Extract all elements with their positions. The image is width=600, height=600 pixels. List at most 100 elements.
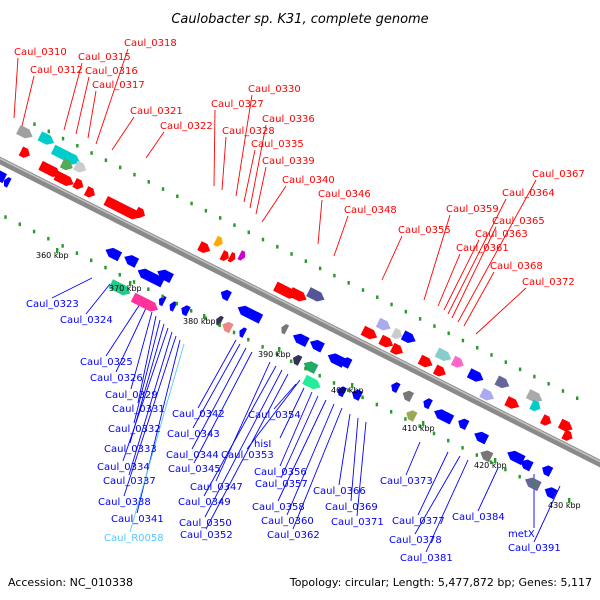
gene-label: Caul_0355 <box>398 225 451 236</box>
strand-marker <box>532 482 536 486</box>
strand-marker <box>275 352 279 356</box>
gene-feature <box>159 295 167 307</box>
genome-summary-text: Topology: circular; Length: 5,477,872 bp… <box>289 576 592 589</box>
callout-line <box>277 399 327 502</box>
gene-label: Caul_0330 <box>248 84 301 95</box>
gene-feature <box>450 355 464 368</box>
strand-marker <box>476 345 479 350</box>
gene-label: Caul_0363 <box>475 229 528 240</box>
strand-marker <box>104 158 108 163</box>
strand-marker <box>47 236 50 241</box>
gene-feature <box>423 398 433 410</box>
strand-marker <box>404 417 407 421</box>
gene-label: Caul_0333 <box>104 444 157 455</box>
gene-feature <box>220 289 232 302</box>
strand-marker <box>176 194 179 199</box>
gene-feature <box>474 431 489 445</box>
strand-marker <box>433 324 436 328</box>
scale-tick-mark <box>129 281 132 286</box>
callout-line <box>215 361 271 482</box>
strand-marker <box>475 453 479 457</box>
gene-label: hisI <box>254 439 271 450</box>
strand-marker <box>204 208 208 213</box>
gene-feature <box>480 450 494 463</box>
gene-label: Caul_0317 <box>92 80 145 91</box>
scale-tick-label: 430 kbp <box>548 501 581 510</box>
backbone-highlight <box>0 157 600 463</box>
gene-feature <box>351 389 363 401</box>
gene-label: Caul_0332 <box>108 424 161 435</box>
strand-marker <box>333 273 336 278</box>
strand-marker <box>218 323 221 328</box>
callout-line <box>133 319 161 424</box>
callout-line <box>128 331 173 476</box>
gene-label: Caul_0349 <box>178 497 231 508</box>
callout-line <box>286 403 335 516</box>
gene-label: Caul_0384 <box>452 512 505 523</box>
strand-marker <box>133 172 136 177</box>
strand-marker <box>504 360 508 364</box>
gene-feature <box>525 389 543 403</box>
gene-feature <box>133 206 145 219</box>
strand-marker <box>375 402 379 407</box>
gene-feature <box>327 353 347 368</box>
callout-line <box>423 214 451 301</box>
gene-feature <box>337 386 347 398</box>
callout-line <box>193 351 253 464</box>
callout-line <box>51 277 93 299</box>
map-title: Caulobacter sp. K31, complete genome <box>171 12 428 27</box>
gene-label: Caul_0350 <box>179 518 232 529</box>
gene-feature <box>105 247 123 262</box>
gene-label: Caul_0325 <box>80 357 133 368</box>
strand-marker <box>75 251 79 255</box>
strand-marker <box>261 237 265 242</box>
gene-feature <box>157 269 174 283</box>
gene-feature <box>520 459 534 472</box>
gene-label: Caul_0381 <box>400 553 453 564</box>
gene-label: Caul_0353 <box>221 450 274 461</box>
gene-label: Caul_0354 <box>248 410 301 421</box>
callout-line <box>205 373 289 530</box>
gene-label: Caul_0372 <box>522 277 575 288</box>
gene-feature <box>237 250 246 261</box>
gene-label: Caul_0326 <box>90 373 143 384</box>
callout-line <box>280 395 319 479</box>
gene-feature <box>16 125 33 139</box>
gene-feature <box>390 342 403 355</box>
strand-marker <box>89 258 93 263</box>
gene-label: Caul_0345 <box>168 464 221 475</box>
gene-label: Caul_0327 <box>211 99 264 110</box>
callout-line <box>87 90 97 139</box>
gene-label: Caul_0391 <box>508 543 561 554</box>
gene-label: Caul_0362 <box>267 530 320 541</box>
callout-line <box>95 48 129 145</box>
strand-marker <box>189 309 193 313</box>
strand-marker <box>61 136 65 141</box>
strand-marker <box>490 353 493 357</box>
gene-label: Caul_0335 <box>251 139 304 150</box>
strand-marker <box>33 122 36 126</box>
gene-feature <box>72 178 84 190</box>
gene-feature <box>227 252 236 263</box>
backbone-line <box>0 156 600 468</box>
callout-line <box>115 307 147 373</box>
callout-line <box>243 149 256 203</box>
gene-feature <box>53 170 74 186</box>
gene-feature <box>293 333 310 347</box>
strand-marker <box>276 244 279 249</box>
strand-marker <box>332 381 336 385</box>
scale-tick-label: 360 kbp <box>36 251 69 260</box>
gene-feature <box>83 186 95 198</box>
gene-label: Caul_0360 <box>261 516 314 527</box>
accession-text: Accession: NC_010338 <box>8 576 133 589</box>
gene-label: Caul_0329 <box>105 390 158 401</box>
strand-marker <box>204 316 207 320</box>
gene-label: Caul_0369 <box>325 502 378 513</box>
gene-label: Caul_0321 <box>130 106 183 117</box>
callout-line <box>221 136 227 191</box>
strand-marker <box>304 366 307 371</box>
gene-label: Caul_0346 <box>318 189 371 200</box>
callout-line <box>463 271 495 327</box>
gene-feature <box>529 399 541 412</box>
gene-label: Caul_0324 <box>60 315 113 326</box>
